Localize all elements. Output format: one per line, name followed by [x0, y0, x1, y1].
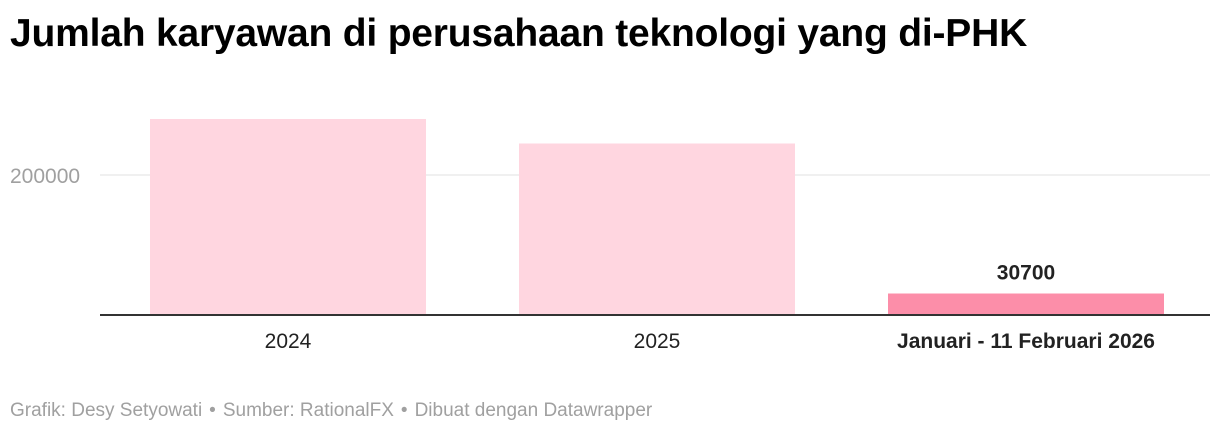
bars [100, 119, 1210, 316]
chart-footer: Grafik: Desy Setyowati • Sumber: RationalF… [10, 400, 652, 422]
x-tick-label: Januari - 11 Februari 2026 [897, 330, 1155, 353]
x-tick-label: 2024 [265, 330, 312, 353]
footer-separator: • [400, 400, 408, 421]
data-labels: 30700 [997, 262, 1055, 285]
footer-separator: • [209, 400, 216, 421]
bar-1 [150, 119, 426, 315]
x-tick-label: 2025 [634, 330, 681, 353]
footer-source: Sumber: RationalFX [222, 400, 394, 421]
data-label: 30700 [997, 262, 1055, 285]
chart-title: Jumlah karyawan di perusahaan teknologi … [10, 12, 1028, 55]
footer-tool: Dibuat dengan Datawrapper [414, 400, 653, 421]
y-tick-label: 200000 [10, 165, 80, 188]
footer-credit: Grafik: Desy Setyowati [10, 400, 203, 421]
bar-2 [519, 143, 795, 315]
x-axis-labels: 2024 2025 Januari - 11 Februari 2026 [265, 330, 1155, 353]
bar-3 [888, 293, 1164, 315]
